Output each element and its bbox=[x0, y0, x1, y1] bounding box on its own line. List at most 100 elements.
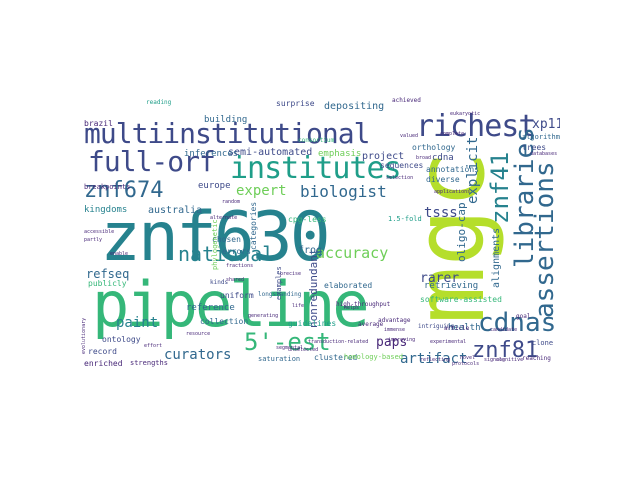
word-algorithms: algorithms bbox=[522, 133, 560, 141]
word-random: random bbox=[222, 199, 241, 205]
word-ontology: ontology bbox=[102, 335, 141, 344]
word-national: national bbox=[178, 242, 275, 266]
word-breakpoints: breakpoints bbox=[84, 183, 131, 191]
word-improving: improving bbox=[388, 337, 416, 343]
word-cdna: cdna bbox=[432, 153, 454, 163]
word-depositing: depositing bbox=[324, 101, 385, 112]
word-selection: selection bbox=[386, 175, 414, 181]
word-znf41: znf41 bbox=[486, 151, 514, 224]
word-helps: helps bbox=[344, 305, 360, 311]
word-building: building bbox=[204, 115, 248, 125]
word-elaborated: elaborated bbox=[324, 281, 373, 290]
word-high-throughput: high-throughput bbox=[336, 301, 391, 308]
word-surprise: surprise bbox=[276, 99, 315, 108]
word-goal: goal bbox=[516, 313, 531, 320]
word-longstanding: longstanding bbox=[258, 291, 302, 298]
word-shared: shared bbox=[226, 277, 245, 283]
word-broad: broad bbox=[416, 155, 432, 161]
word-chosen: chosen bbox=[212, 235, 241, 244]
word-effort: effort bbox=[144, 343, 163, 349]
word-kingdoms: kingdoms bbox=[84, 205, 128, 215]
word-transduction-related: transduction-related bbox=[308, 339, 369, 345]
word-signals: signals bbox=[484, 357, 506, 363]
word-partly: partly bbox=[84, 237, 103, 243]
word-life: life bbox=[292, 303, 305, 309]
word-kinds: kinds bbox=[210, 279, 229, 286]
word-fold: 1.5-fold bbox=[388, 215, 422, 223]
word-alternate: alternate bbox=[210, 215, 238, 221]
word-immense: immense bbox=[384, 327, 406, 333]
word-collection: collection bbox=[200, 317, 249, 326]
word-refseq: refseq bbox=[86, 267, 130, 281]
word-article: article bbox=[444, 325, 470, 332]
word-annotations: annotations bbox=[426, 165, 479, 174]
word-richest: richest bbox=[416, 109, 536, 144]
word-nonredundant: nonredundant bbox=[307, 248, 320, 328]
word-cloud: znf630 pipeline mgc multiinstitutional r… bbox=[80, 92, 560, 372]
word-frog: frog bbox=[298, 245, 323, 256]
word-znf81: znf81 bbox=[472, 338, 539, 363]
word-full-orf: full-orf bbox=[88, 145, 216, 178]
word-inferences: inferences bbox=[184, 149, 239, 159]
word-biologist: biologist bbox=[300, 182, 387, 201]
word-cognitive: cognitive bbox=[496, 357, 524, 363]
word-paps: paps bbox=[376, 335, 408, 350]
word-protocols: protocols bbox=[452, 361, 480, 367]
word-brazil: brazil bbox=[84, 119, 113, 128]
word-reference: reference bbox=[186, 303, 235, 313]
word-rarer: rarer bbox=[420, 271, 460, 286]
word-oligo-cap: oligo-cap bbox=[455, 202, 468, 262]
word-homology-based: homology-based bbox=[344, 353, 404, 361]
word-candidate: candidate bbox=[490, 327, 518, 333]
word-sequences: sequences bbox=[380, 161, 424, 170]
word-applications: applications bbox=[434, 189, 471, 195]
word-clustered: clustered bbox=[314, 353, 358, 362]
word-curators: curators bbox=[164, 347, 232, 363]
word-guidelines: guidelines bbox=[288, 319, 337, 328]
word-resource: resource bbox=[186, 331, 211, 337]
word-europe: europe bbox=[198, 181, 231, 191]
word-semi-automated: semi-automated bbox=[228, 147, 313, 158]
word-precise: precise bbox=[280, 271, 302, 277]
word-software-assisted: software-assisted bbox=[420, 295, 502, 304]
word-xp11: xp11 bbox=[532, 117, 560, 132]
word-valued: valued bbox=[400, 133, 419, 139]
word-intriguing: intriguing bbox=[418, 323, 455, 330]
word-enriched: enriched bbox=[84, 359, 123, 368]
word-enable: enable bbox=[110, 251, 129, 257]
word-retrieving: retrieving bbox=[424, 281, 479, 291]
word-paint: paint bbox=[116, 315, 159, 331]
word-accuracy: accuracy bbox=[316, 244, 389, 262]
word-record: record bbox=[88, 347, 117, 356]
word-institutes: institutes bbox=[230, 151, 402, 186]
word-artifact: artifact bbox=[400, 351, 468, 367]
word-diverse: diverse bbox=[426, 175, 460, 184]
word-pipeline: pipeline bbox=[92, 268, 370, 341]
word-reaching: reaching bbox=[522, 355, 551, 362]
word-databases: databases bbox=[530, 151, 558, 157]
word-fractions: fractions bbox=[226, 263, 254, 269]
word-complete: complete bbox=[440, 131, 465, 137]
word-multiinstitutional: multiinstitutional bbox=[84, 117, 370, 150]
word-eukaryotic: eukaryotic bbox=[450, 111, 481, 117]
word-experimental: experimental bbox=[430, 339, 467, 345]
word-est: 5'-est bbox=[244, 328, 331, 356]
word-strengths: strengths bbox=[130, 359, 168, 367]
word-project: project bbox=[362, 151, 405, 162]
word-errors: errors bbox=[222, 247, 251, 256]
word-uniform: uniform bbox=[220, 291, 254, 300]
word-cdnas: cdnas bbox=[478, 308, 557, 338]
word-assertions: assertions bbox=[530, 161, 560, 318]
word-unselected: unselected bbox=[288, 347, 319, 353]
word-trees: trees bbox=[522, 143, 547, 152]
word-cpg-less: cpg-less bbox=[288, 215, 327, 224]
word-consortium: consortium bbox=[298, 137, 335, 144]
word-accessible: accessible bbox=[84, 229, 115, 235]
word-advantage: advantage bbox=[378, 317, 411, 324]
word-australia: australia bbox=[148, 205, 203, 216]
word-categories: categories bbox=[249, 201, 258, 250]
word-znf630: znf630 bbox=[100, 198, 331, 277]
word-reflecting: reflecting bbox=[420, 357, 451, 363]
word-saturation: saturation bbox=[258, 355, 301, 363]
word-tsss: tsss bbox=[424, 205, 458, 221]
